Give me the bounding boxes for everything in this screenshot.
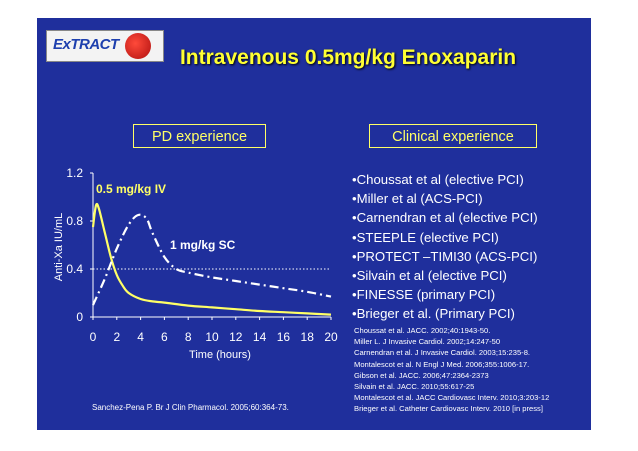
- reference-item: Carnendran et al. J Invasive Cardiol. 20…: [354, 348, 531, 358]
- y-tick-label: 0.4: [66, 262, 83, 276]
- x-tick-label: 14: [253, 330, 267, 344]
- reference-item: Montalescot et al. JACC Cardiovasc Inter…: [354, 393, 550, 403]
- x-axis-label: Time (hours): [189, 349, 251, 361]
- x-tick-label: 16: [277, 330, 291, 344]
- clinical-study-item: •PROTECT –TIMI30 (ACS-PCI): [352, 248, 538, 264]
- logo-text: ExTRACT: [53, 36, 119, 53]
- clinical-experience-label: Clinical experience: [369, 124, 537, 148]
- y-tick-label: 0.8: [66, 214, 83, 228]
- reference-item: Montalescot et al. N Engl J Med. 2006;35…: [354, 359, 530, 369]
- pd-experience-label: PD experience: [133, 124, 266, 148]
- x-tick-label: 12: [229, 330, 243, 344]
- series-line-sc: [91, 213, 332, 306]
- reference-list: Choussat et al. JACC. 2002;40:1943-50. Mi…: [354, 325, 549, 415]
- reference-item: Gibson et al. JACC. 2006;47:2364-2373: [354, 370, 489, 380]
- x-tick-label: 18: [301, 330, 315, 344]
- slide-title: Intravenous 0.5mg/kg Enoxaparin: [179, 46, 517, 69]
- slide-background: [37, 18, 591, 430]
- reference-item: Choussat et al. JACC. 2002;40:1943-50.: [354, 326, 491, 335]
- clinical-study-item: •STEEPLE (elective PCI): [352, 229, 499, 245]
- x-tick-label: 10: [205, 330, 219, 344]
- sc-series-label: 1 mg/kg SC: [170, 238, 236, 252]
- reference-item: Brieger et al. Catheter Cardiovasc Inter…: [354, 404, 543, 414]
- iv-series-label: 0.5 mg/kg IV: [96, 182, 166, 196]
- clinical-study-item: •Silvain et al (elective PCI): [352, 268, 507, 284]
- clinical-study-item: •FINESSE (primary PCI): [352, 287, 496, 303]
- clinical-study-item: •Miller et al (ACS-PCI): [352, 191, 483, 207]
- chart-ticks: 0 2 4 6 8 10 12 14 16 18 20 0 0.4 0.8 1.2: [66, 166, 338, 344]
- x-tick-label: 2: [113, 330, 120, 344]
- x-tick-label: 0: [90, 330, 97, 344]
- x-tick-label: 4: [137, 330, 144, 344]
- y-tick-label: 0: [76, 310, 83, 324]
- clinical-experience-list: •Choussat et al (elective PCI) •Miller et…: [352, 170, 538, 324]
- source-citation: Sanchez-Pena P. Br J Clin Pharmacol. 200…: [92, 403, 289, 412]
- clinical-study-item: •Choussat et al (elective PCI): [352, 172, 524, 187]
- x-tick-label: 6: [161, 330, 168, 344]
- clinical-study-item: •Brieger et al. (Primary PCI): [352, 306, 515, 322]
- series-line-iv: [91, 202, 332, 316]
- x-tick-label: 8: [185, 330, 192, 344]
- y-tick-label: 1.2: [66, 166, 83, 180]
- x-tick-label: 20: [324, 330, 338, 344]
- y-axis-label: Anti-Xa IU/mL: [53, 213, 65, 281]
- clinical-study-item: •Carnendran et al (elective PCI): [352, 210, 538, 226]
- extract-logo: ExTRACT: [46, 30, 164, 62]
- chart-labels: Time (hours) Anti-Xa IU/mL 0.5 mg/kg IV 1 m…: [53, 182, 251, 361]
- globe-icon: [125, 33, 151, 59]
- chart-series: [91, 202, 332, 316]
- reference-item: Miller L. J Invasive Cardiol. 2002;14:24…: [354, 337, 501, 347]
- reference-item: Silvain et al. JACC. 2010;55:617-25: [354, 382, 475, 392]
